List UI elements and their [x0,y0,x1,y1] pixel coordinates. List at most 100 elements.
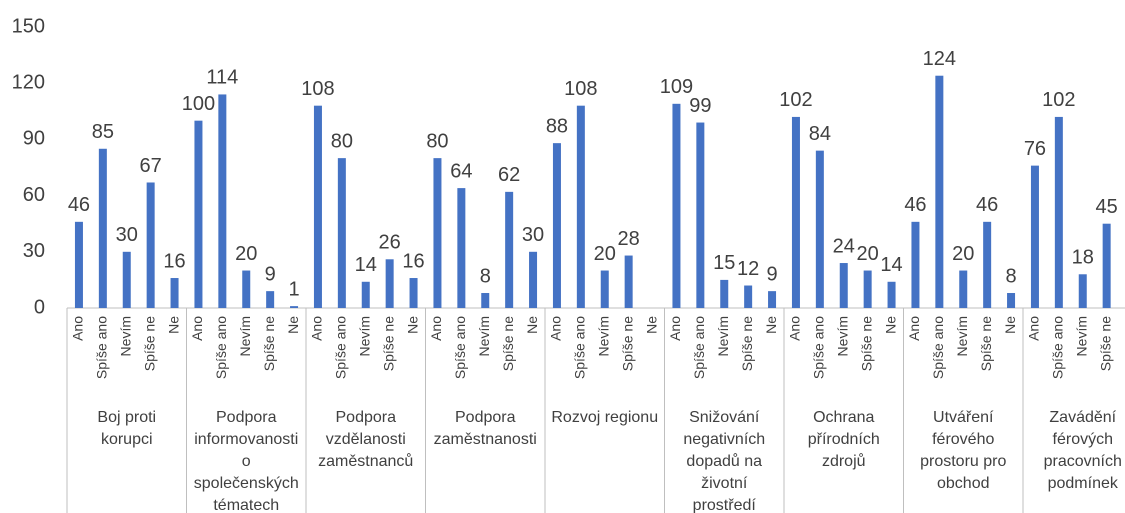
subcategory-label: Spíše ne [858,316,874,371]
subcategory-label: Spíše ano [333,316,349,379]
y-tick-label: 120 [12,71,45,93]
data-label: 114 [206,67,238,89]
data-label: 67 [140,155,162,177]
data-label: 1 [288,278,299,300]
bar [552,143,561,308]
group-label: Podpora [336,409,397,426]
data-label: 18 [1072,247,1094,269]
bar [290,306,299,308]
bar [624,255,633,308]
data-label: 30 [116,224,138,246]
subcategory-label: Spíše ano [94,316,110,379]
bar [457,188,466,308]
y-tick-label: 150 [12,15,45,37]
data-label: 108 [564,78,597,100]
data-label: 15 [713,252,735,274]
bar [720,279,729,308]
group-label: vzdělanosti [326,431,406,448]
subcategory-label: Spíše ne [141,316,157,371]
y-tick-label: 90 [23,128,45,150]
bar [505,191,514,308]
group-label: podmínek [1048,475,1119,492]
bar [696,122,705,308]
subcategory-label: Spíše ne [978,316,994,371]
bar [600,270,609,308]
subcategory-label: Spíše ano [691,316,707,379]
subcategory-label: Ne [882,316,898,334]
data-label: 46 [976,194,998,216]
bar [194,120,203,309]
subcategory-label: Spíše ne [261,316,277,371]
bar [815,150,824,308]
data-label: 100 [182,93,215,115]
subcategory-label: Nevím [476,316,492,356]
subcategory-label: Ne [524,316,540,334]
bar [385,259,394,308]
group-label: obchod [937,475,990,492]
subcategory-label: Ano [667,316,683,341]
bar [74,221,83,308]
subcategory-label: Nevím [117,316,133,356]
data-label: 20 [235,243,257,265]
data-label: 46 [904,194,926,216]
group-label: Podpora [455,409,516,426]
data-label: 85 [92,121,114,143]
group-label: férového [932,431,994,448]
data-label: 20 [952,243,974,265]
data-label: 8 [1005,265,1016,287]
group-label: Snižování [689,409,760,426]
subcategory-label: Ne [1002,316,1018,334]
subcategory-label: Nevím [356,316,372,356]
subcategory-label: Ano [428,316,444,341]
group-label: Rozvoj regionu [551,409,658,426]
data-label: 20 [594,243,616,265]
subcategory-label: Ano [70,316,86,341]
group-label: negativních [683,431,765,448]
data-label: 16 [163,250,185,272]
subcategory-label: Ano [548,316,564,341]
group-label: Podpora [216,409,277,426]
group-label: pracovních [1044,453,1122,470]
subcategory-label: Spíše ne [500,316,516,371]
bar [1054,116,1063,308]
subcategory-label: Spíše ne [739,316,755,371]
group-label: korupci [101,431,153,448]
subcategory-label: Ne [763,316,779,334]
data-label: 108 [301,78,334,100]
subcategory-label: Ne [285,316,301,334]
bar [313,105,322,309]
bar [791,116,800,308]
data-label: 88 [546,115,568,137]
data-label: 9 [766,263,777,285]
group-label: Boj proti [97,409,156,426]
data-label: 9 [265,263,276,285]
subcategory-label: Ano [787,316,803,341]
group-label: o [242,453,251,470]
data-label: 84 [809,123,831,145]
group-label: Utváření [933,409,994,426]
y-tick-label: 60 [23,184,45,206]
bar [242,270,251,308]
bar [337,158,346,308]
subcategory-label: Ano [906,316,922,341]
bar [839,263,848,308]
data-label: 30 [522,224,544,246]
data-label: 12 [737,258,759,280]
subcategory-label: Spíše ne [1097,316,1113,371]
group-label: dopadů na [686,452,762,470]
subcategory-label: Ano [309,316,325,341]
data-label: 76 [1024,138,1046,160]
group-label: zaměstnanosti [434,431,537,448]
group-label: férových [1053,431,1113,448]
bar [481,293,490,308]
subcategory-label: Nevím [834,316,850,356]
bar [1030,165,1039,308]
bar [672,103,681,308]
data-label: 8 [480,265,491,287]
subcategory-label: Ano [189,316,205,341]
subcategory-label: Ne [1121,316,1125,334]
data-label: 80 [426,130,448,152]
subcategory-label: Nevím [954,316,970,356]
data-label: 102 [1042,89,1075,111]
